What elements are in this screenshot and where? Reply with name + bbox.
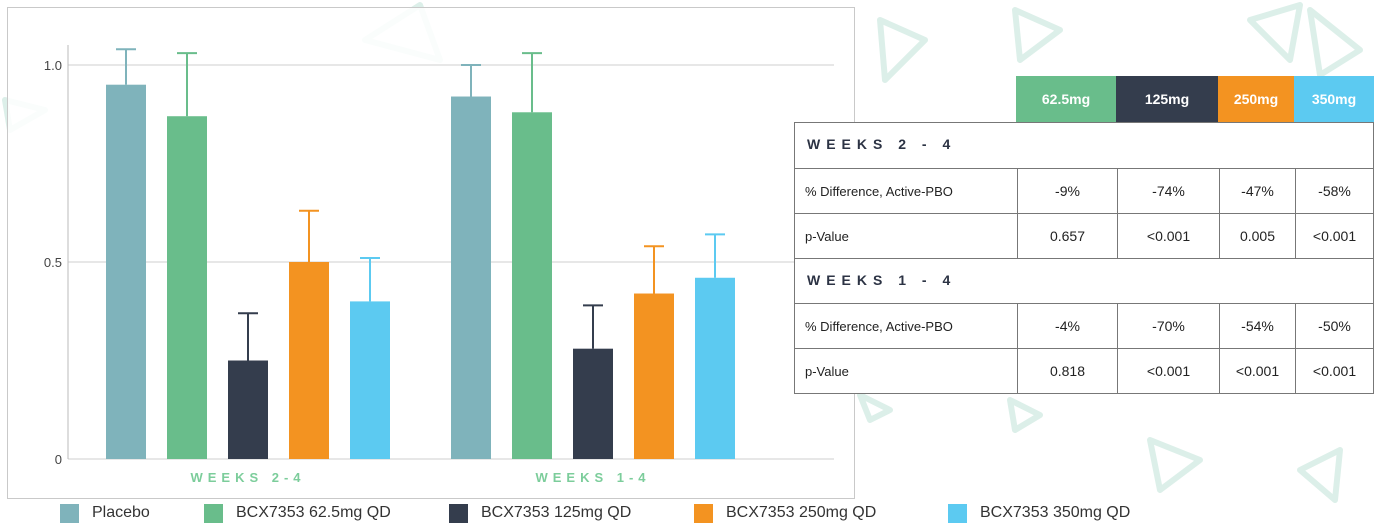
legend-label: BCX7353 125mg QD bbox=[481, 504, 632, 521]
bar-chart-panel: 0 0.5 1.0 WEEKS 2-4 WEEKS 1-4 bbox=[7, 7, 855, 499]
row-label: % Difference, Active-PBO bbox=[805, 183, 953, 199]
legend-label: Placebo bbox=[92, 504, 150, 521]
bar bbox=[350, 301, 390, 459]
bar bbox=[512, 112, 552, 459]
table-cell: <0.001 bbox=[1295, 214, 1373, 258]
dose-header-cell: 250mg bbox=[1218, 76, 1294, 122]
legend-item: BCX7353 350mg QD bbox=[948, 502, 1130, 524]
bar bbox=[106, 84, 146, 459]
bar bbox=[451, 96, 491, 460]
table-row: % Difference, Active-PBO -4% -70% -54% -50% bbox=[795, 303, 1373, 348]
table-cell: <0.001 bbox=[1295, 349, 1373, 393]
legend-item: Placebo bbox=[60, 502, 150, 524]
table-cell: -74% bbox=[1117, 169, 1219, 213]
table-cell: -70% bbox=[1117, 304, 1219, 348]
bar bbox=[573, 348, 613, 459]
table-row: p-Value 0.818 <0.001 <0.001 <0.001 bbox=[795, 348, 1373, 393]
table-cell: -58% bbox=[1295, 169, 1373, 213]
table-cell: 0.005 bbox=[1219, 214, 1295, 258]
table-cell: <0.001 bbox=[1117, 349, 1219, 393]
y-tick-label: 1.0 bbox=[44, 58, 62, 73]
table-cell: -9% bbox=[1017, 169, 1117, 213]
bar-chart: 0 0.5 1.0 WEEKS 2-4 WEEKS 1-4 bbox=[44, 45, 834, 485]
row-label: % Difference, Active-PBO bbox=[805, 318, 953, 334]
group-label: WEEKS 2-4 bbox=[190, 470, 305, 485]
bar bbox=[634, 293, 674, 459]
legend-swatch bbox=[694, 503, 713, 523]
section-header-row: WEEKS 2 - 4 bbox=[795, 123, 1373, 167]
legend-swatch bbox=[449, 503, 468, 523]
table-cell: <0.001 bbox=[1219, 349, 1295, 393]
legend-label: BCX7353 250mg QD bbox=[726, 504, 877, 521]
group-label: WEEKS 1-4 bbox=[535, 470, 650, 485]
dose-header-cell: 62.5mg bbox=[1016, 76, 1116, 122]
table-cell: -54% bbox=[1219, 304, 1295, 348]
legend-item: BCX7353 250mg QD bbox=[694, 502, 876, 524]
stats-table-body: WEEKS 2 - 4% Difference, Active-PBO -9% -7… bbox=[794, 122, 1374, 394]
dose-header-cell: 125mg bbox=[1116, 76, 1218, 122]
legend-item: BCX7353 62.5mg QD bbox=[204, 502, 391, 524]
bar bbox=[228, 360, 268, 459]
table-cell: 0.657 bbox=[1017, 214, 1117, 258]
table-cell: -47% bbox=[1219, 169, 1295, 213]
section-header-row: WEEKS 1 - 4 bbox=[795, 258, 1373, 303]
table-row: % Difference, Active-PBO -9% -74% -47% -58% bbox=[795, 168, 1373, 213]
table-cell: -4% bbox=[1017, 304, 1117, 348]
row-label: p-Value bbox=[805, 228, 849, 244]
legend-swatch bbox=[60, 503, 79, 523]
legend-label: BCX7353 350mg QD bbox=[980, 504, 1131, 521]
bar bbox=[695, 277, 735, 459]
y-tick-label: 0.5 bbox=[44, 255, 62, 270]
bar bbox=[167, 116, 207, 459]
table-row: p-Value 0.657 <0.001 0.005 <0.001 bbox=[795, 213, 1373, 258]
section-label: WEEKS 2 - 4 bbox=[807, 136, 957, 152]
table-cell: 0.818 bbox=[1017, 349, 1117, 393]
legend-swatch bbox=[948, 503, 967, 523]
row-label: p-Value bbox=[805, 363, 849, 379]
table-cell: -50% bbox=[1295, 304, 1373, 348]
dose-header-cell: 350mg bbox=[1294, 76, 1374, 122]
y-tick-label: 0 bbox=[55, 452, 62, 467]
legend-item: BCX7353 125mg QD bbox=[449, 502, 631, 524]
legend-label: BCX7353 62.5mg QD bbox=[236, 504, 391, 521]
table-cell: <0.001 bbox=[1117, 214, 1219, 258]
legend-swatch bbox=[204, 503, 223, 523]
bar bbox=[289, 262, 329, 459]
section-label: WEEKS 1 - 4 bbox=[807, 272, 957, 288]
